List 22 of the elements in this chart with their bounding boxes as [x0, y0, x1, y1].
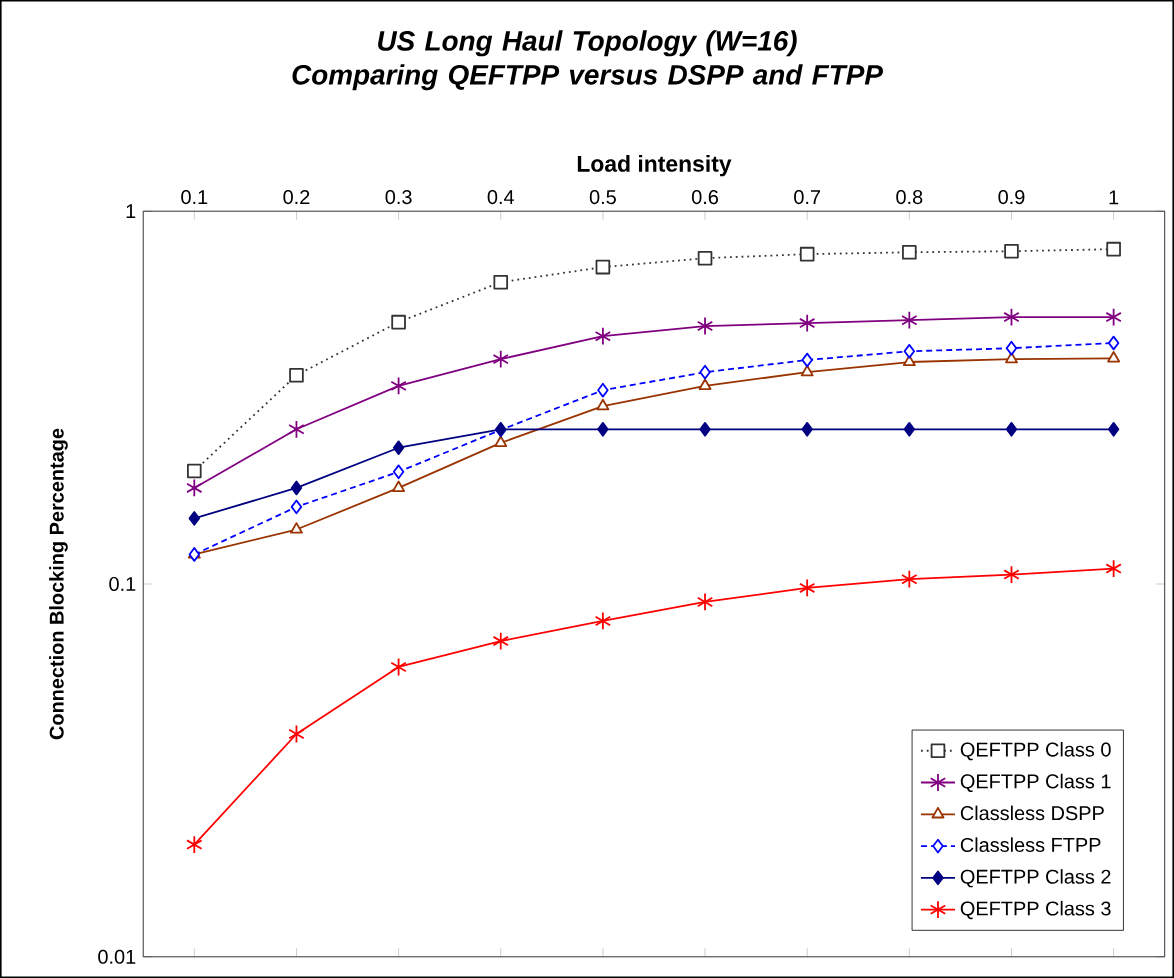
- x-tick-label: 0.1: [181, 190, 208, 205]
- x-axis-title: Load intensity: [577, 154, 732, 177]
- chart-title: US Long Haul Topology (W=16) Comparing QEFTPP versus DSPP and FTPP: [292, 30, 883, 91]
- legend-label: QEFTPP Class 3: [960, 900, 1111, 920]
- y-tick-label: 0.01: [98, 949, 136, 964]
- x-tick-label: 0.7: [794, 190, 821, 205]
- x-tick-label: 0.5: [589, 190, 616, 205]
- legend-label: QEFTPP Class 1: [960, 773, 1111, 792]
- x-tick-label: 0.3: [385, 190, 412, 205]
- legend-label: Classless DSPP: [960, 805, 1104, 821]
- x-tick-label: 0.4: [487, 190, 515, 205]
- legend-label: Classless FTPP: [960, 837, 1101, 852]
- legend-label: QEFTPP Class 0: [960, 741, 1111, 761]
- x-tick-label: 0.8: [896, 190, 923, 205]
- x-tick-label: 1: [1109, 190, 1119, 205]
- legend-label: QEFTPP Class 2: [960, 869, 1111, 888]
- x-tick-label: 0.9: [998, 190, 1025, 205]
- x-tick-label: 0.6: [691, 190, 719, 205]
- y-axis-title: Connection Blocking Percentage: [49, 428, 68, 740]
- y-tick-label: 0.1: [109, 576, 136, 591]
- x-tick-label: 0.2: [283, 190, 310, 205]
- y-tick-label: 1: [126, 204, 136, 218]
